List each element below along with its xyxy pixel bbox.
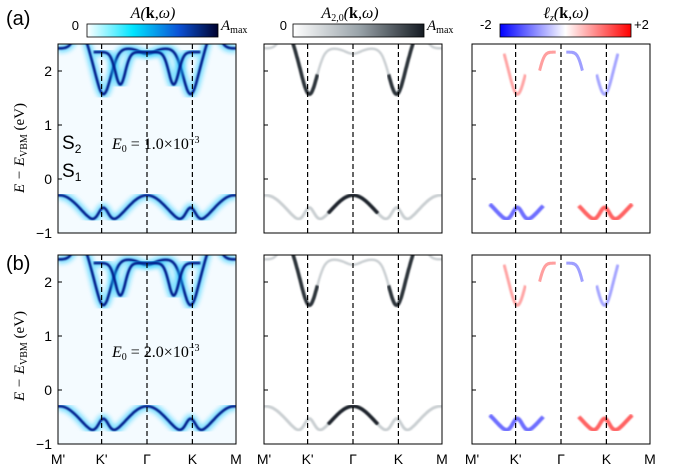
band-line-red (502, 53, 527, 96)
x-tick-label: K (188, 451, 198, 467)
colorbar-min-3: -2 (480, 17, 492, 32)
y-tick-label: 1 (44, 328, 52, 344)
panel-a-col3 (471, 43, 651, 234)
colorbar-title-1: A(k,ω) (130, 5, 176, 22)
colorbar-title-2: A2,0(k,ω) (320, 5, 378, 24)
panel-frame (471, 254, 651, 445)
band-line-strong (326, 193, 380, 215)
colorbar-a-spectral: A(k,ω) 0 Amax (72, 5, 247, 38)
panel-background (472, 44, 650, 233)
x-tick-label: M (644, 451, 656, 467)
band-line-strong (326, 404, 380, 426)
x-tick-label: K' (302, 451, 314, 467)
colorbar-gradient-3 (499, 23, 632, 38)
y-tick-label: −1 (36, 225, 52, 241)
bands (264, 44, 442, 221)
band-line (58, 193, 236, 221)
band-line-blue (595, 264, 620, 307)
y-tick-label: −1 (36, 436, 52, 452)
band-line-blue (595, 53, 620, 96)
colorbar-max-2: Amax (426, 18, 453, 36)
band-line-red (538, 261, 556, 283)
panel-background (472, 255, 650, 444)
colorbar-title-3: ℓz(k,ω) (543, 5, 588, 24)
x-tick-label: K (394, 451, 404, 467)
x-tick-label: K' (510, 451, 522, 467)
annotation-e0-b: E0 = 2.0×10−3 (111, 343, 199, 363)
panel-label-a: (a) (6, 8, 30, 30)
colorbar-gradient-2 (292, 23, 425, 38)
x-tick-label: K' (96, 451, 108, 467)
band-line-red (538, 50, 556, 72)
x-tick-label: M (230, 451, 242, 467)
y-tick-label: 2 (44, 274, 52, 290)
panel-label-b: (b) (6, 253, 30, 275)
x-tick-label: Γ (143, 451, 151, 467)
y-tick-label: 2 (44, 63, 52, 79)
band-line-blue (566, 50, 584, 72)
band-line-strong (291, 255, 320, 307)
band-line-strong (386, 255, 415, 307)
x-tick-label: M' (51, 451, 65, 467)
panel-frame (263, 254, 443, 445)
panel-a-col1: 2 1 0 −1 (36, 43, 237, 241)
band-line-blue (488, 413, 545, 432)
colorbar-orbital-angular-momentum: ℓz(k,ω) -2 +2 (480, 5, 649, 38)
band-line-red (577, 202, 634, 221)
panel-b-col2: M' K' Γ K M (257, 254, 448, 467)
colorbar-max-1: Amax (220, 18, 247, 36)
band-line-strong (291, 44, 320, 96)
band-line-blue (566, 261, 584, 283)
band-line (58, 404, 236, 432)
band-line-strong (386, 44, 415, 96)
panel-b-col3: M' K' Γ K M (465, 254, 656, 467)
panel-background (58, 255, 236, 444)
y-tick-label: 0 (44, 382, 52, 398)
panel-a-col2 (263, 43, 443, 234)
colorbar-min-1: 0 (72, 18, 79, 33)
colorbar-a-orbital: A2,0(k,ω) 0 Amax (280, 5, 453, 38)
x-tick-label: M (436, 451, 448, 467)
panel-b-col1: 2 1 0 −1M' K' Γ K M (36, 254, 242, 467)
panel-background (264, 44, 442, 233)
panel-frame (57, 43, 237, 234)
band-line-red (502, 264, 527, 307)
band-line-red (577, 413, 634, 432)
band-line-blue (488, 202, 545, 221)
annotation-s1: S1 (62, 161, 82, 184)
colorbar-gradient-1 (86, 23, 219, 38)
panel-background (58, 44, 236, 233)
y-axis-label-a: E − EVBM (eV) (12, 103, 30, 194)
panel-frame (471, 43, 651, 234)
bands (488, 261, 634, 432)
annotation-s2: S2 (62, 133, 82, 156)
x-tick-label: Γ (557, 451, 565, 467)
x-tick-label: Γ (349, 451, 357, 467)
bands (488, 50, 634, 221)
annotation-e0-a: E0 = 1.0×10−3 (111, 135, 199, 155)
x-tick-label: M' (257, 451, 271, 467)
panel-background (264, 255, 442, 444)
x-tick-label: K (602, 451, 612, 467)
colorbar-max-3: +2 (634, 17, 649, 32)
panel-frame (263, 43, 443, 234)
y-tick-label: 0 (44, 171, 52, 187)
x-tick-label: M' (465, 451, 479, 467)
y-tick-label: 1 (44, 117, 52, 133)
y-axis-label-b: E − EVBM (eV) (12, 311, 30, 402)
panel-frame (57, 254, 237, 445)
colorbar-min-2: 0 (280, 18, 287, 33)
